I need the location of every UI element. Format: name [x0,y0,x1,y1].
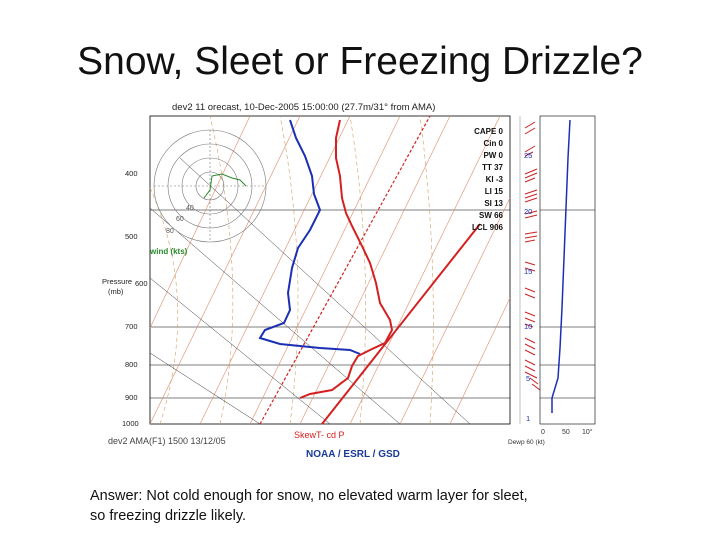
answer-line-1: Answer: Not cold enough for snow, no ele… [90,488,528,504]
index-li: LI 15 [485,187,504,196]
figure-header: dev2 11 orecast, 10-Dec-2005 15:00:00 (2… [172,102,435,113]
hodograph [153,129,267,243]
pressure-tick-800: 800 [125,360,138,369]
wind-speed-ticks: 25 20 15 10 5 1 [524,151,532,423]
wind-speed-profile [551,119,571,413]
figure-footer-brand: NOAA / ESRL / GSD [306,449,400,460]
skewt-plot-frame [149,115,511,425]
pressure-tick-500: 500 [125,232,138,241]
right-x-label-0: 0 [541,429,545,436]
index-pw: PW 0 [483,151,503,160]
right-tick-25: 25 [524,151,532,160]
right-tick-15: 15 [524,267,532,276]
answer-text: Answer: Not cold enough for snow, no ele… [90,486,650,526]
right-tick-20: 20 [524,207,532,216]
figure-footer-skewt: SkewT- cd P [294,430,345,440]
wind-speed-xaxis: 0 50 10° [541,428,593,436]
stability-indices: CAPE 0 Cin 0 PW 0 TT 37 KI -3 LI 15 SI 1… [472,127,504,232]
skewt-sounding-figure: dev2 11 orecast, 10-Dec-2005 15:00:00 (2… [100,98,605,468]
right-x-label-100: 10° [582,428,593,436]
pressure-tick-400: 400 [125,169,138,178]
right-tick-10: 10 [524,322,532,331]
figure-footer-left: dev2 AMA(F1) 1500 13/12/05 [108,436,226,446]
wind-speed-axis-title: Dewp 60 (kt) [508,439,545,446]
index-tt: TT 37 [482,163,503,172]
freezing-isotherm [259,115,431,425]
pressure-axis-title: Pressure [102,277,132,286]
index-si: SI 13 [484,199,503,208]
slide-title: Snow, Sleet or Freezing Drizzle? [77,40,643,83]
wind-barbs [524,121,541,391]
wind-label: wind (kts) [149,247,188,256]
isotherm-lines [149,115,511,425]
hodograph-ring-label-60: 60 [176,216,184,223]
hodograph-ring-label-40: 40 [186,205,194,212]
answer-line-2: so freezing drizzle likely. [90,508,247,524]
index-sw: SW 66 [479,211,504,220]
dry-adiabat-lines [149,115,434,425]
wind-speed-plot-frame [539,115,596,425]
pressure-gridlines [150,209,510,399]
pressure-tick-1000: 1000 [122,419,139,428]
pressure-tick-600: 600 [135,279,148,288]
pressure-axis-unit: (mb) [108,287,124,296]
right-x-label-50: 50 [562,429,570,436]
right-tick-1: 1 [526,414,530,423]
parcel-trace [321,223,481,425]
index-cape: CAPE 0 [474,127,503,136]
pressure-axis: 400 500 600 700 800 900 1000 [122,169,148,428]
wind-speed-gridlines [540,209,595,399]
right-tick-5: 5 [526,374,530,383]
hodograph-ring-label-80: 80 [166,228,174,235]
index-lcl: LCL 906 [472,223,504,232]
mixing-ratio-lines [149,157,471,425]
dewpoint-profile [258,119,361,355]
pressure-tick-900: 900 [125,393,138,402]
index-ki: KI -3 [486,175,504,184]
index-cin: Cin 0 [483,139,503,148]
pressure-tick-700: 700 [125,322,138,331]
temperature-profile [299,119,394,399]
